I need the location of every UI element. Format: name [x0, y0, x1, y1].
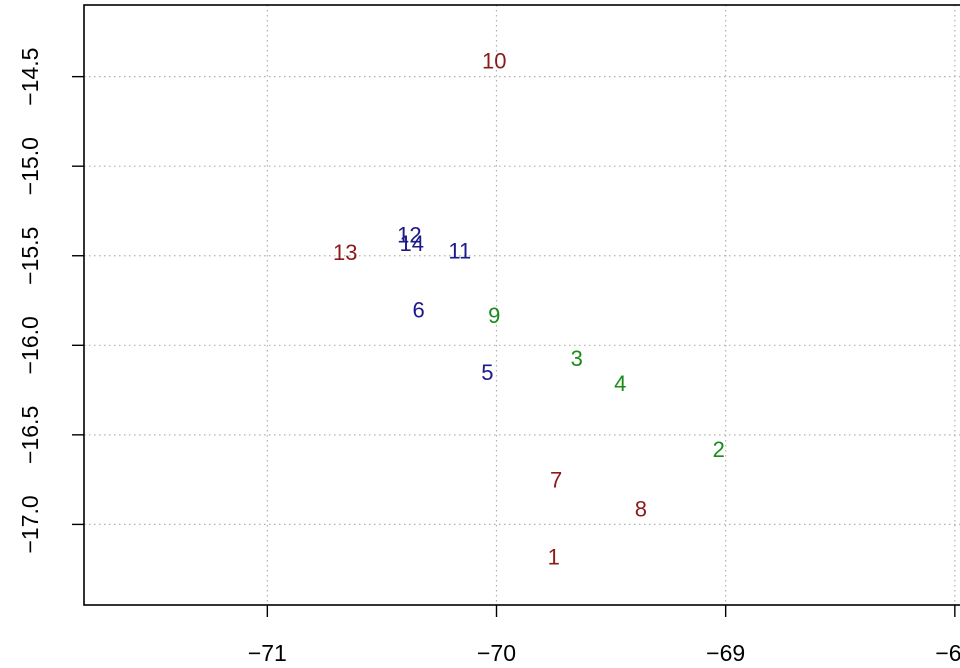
- data-point-label: 9: [488, 303, 500, 328]
- data-point-label: 5: [481, 360, 493, 385]
- y-axis: −14.5 −15.0 −15.5 −16.0 −16.5 −17.0: [17, 48, 84, 554]
- x-tick-label: −69: [706, 640, 745, 666]
- x-axis: −71 −70 −69 −68: [248, 605, 960, 666]
- y-tick-label: −16.0: [17, 316, 43, 374]
- data-point-label: 12: [397, 222, 421, 247]
- data-point-label: 3: [571, 346, 583, 371]
- y-tick-label: −14.5: [17, 48, 43, 106]
- data-point-label: 2: [713, 437, 725, 462]
- data-point-label: 1: [548, 545, 560, 570]
- data-point-label: 13: [333, 240, 357, 265]
- y-tick-label: −15.0: [17, 137, 43, 195]
- data-point-label: 14: [399, 231, 423, 256]
- x-tick-label: −71: [248, 640, 287, 666]
- y-tick-label: −17.0: [17, 495, 43, 553]
- data-point-label: 4: [614, 371, 626, 396]
- x-tick-label: −68: [935, 640, 960, 666]
- data-point-label: 7: [550, 468, 562, 493]
- x-tick-label: −70: [477, 640, 516, 666]
- plot-frame: [83, 4, 960, 606]
- y-tick-label: −15.5: [17, 227, 43, 285]
- data-point-label: 10: [482, 49, 506, 74]
- data-point-label: 6: [412, 297, 424, 322]
- y-tick-label: −16.5: [17, 406, 43, 464]
- data-point-label: 8: [635, 496, 647, 521]
- data-point-label: 11: [448, 238, 471, 263]
- grid-lines: [84, 5, 960, 605]
